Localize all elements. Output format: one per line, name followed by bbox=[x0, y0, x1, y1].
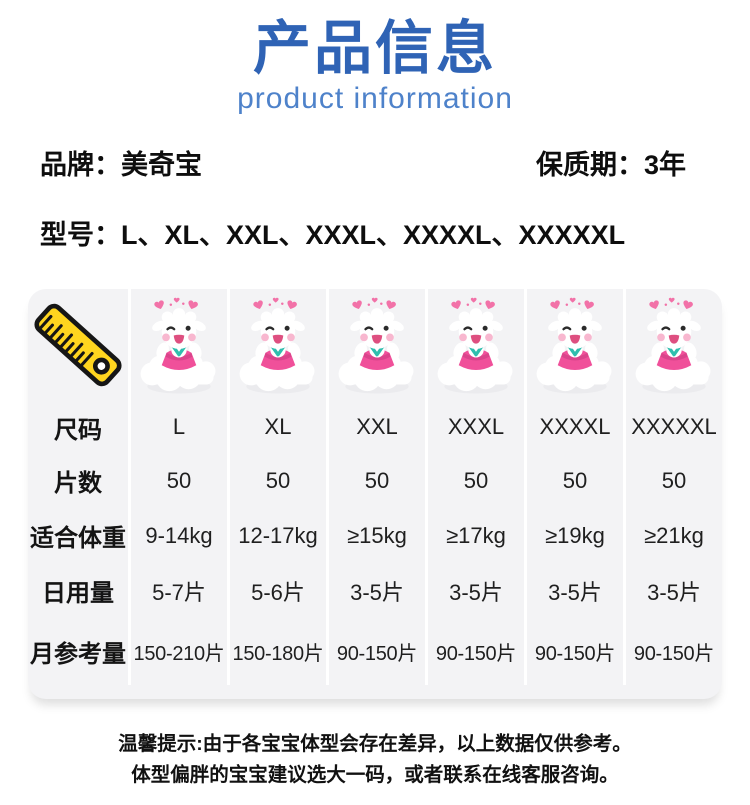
model-line: 型号：L、XL、XXL、XXXL、XXXXL、XXXXXL bbox=[40, 213, 710, 252]
weight-value: ≥17kg bbox=[446, 522, 506, 548]
weight-value: ≥15kg bbox=[347, 522, 407, 548]
row-label-daily: 日用量 bbox=[42, 580, 114, 607]
size-value: XXL bbox=[356, 414, 398, 439]
lamb-on-cloud-image bbox=[626, 289, 722, 401]
pieces-value: 50 bbox=[166, 467, 192, 493]
weight-value: ≥19kg bbox=[545, 522, 605, 548]
pieces-value: 50 bbox=[364, 467, 390, 493]
model-label: 型号： bbox=[40, 220, 121, 250]
spec-column-xl: XL 50 12-17kg 5-6片 150-180片 bbox=[227, 289, 326, 685]
note-line1-text: 由于各宝宝体型会存在差异，以上数据仅供参考。 bbox=[202, 733, 632, 755]
product-info-section: 品牌：美奇宝 保质期：3年 型号：L、XL、XXL、XXXL、XXXXL、XXX… bbox=[0, 143, 750, 252]
lamb-on-cloud-image bbox=[428, 289, 524, 401]
weight-value: ≥21kg bbox=[644, 522, 704, 548]
monthly-value: 150-210片 bbox=[133, 643, 225, 665]
page-title: 产品信息 bbox=[252, 16, 497, 81]
pieces-value: 50 bbox=[463, 467, 489, 493]
monthly-value: 90-150片 bbox=[336, 643, 418, 665]
page-header: 产品信息 product information bbox=[0, 0, 750, 116]
pieces-value: 50 bbox=[562, 467, 588, 493]
daily-value: 3-5片 bbox=[350, 579, 404, 605]
daily-value: 5-7片 bbox=[152, 579, 206, 605]
monthly-value: 90-150片 bbox=[435, 643, 517, 665]
lamb-on-cloud-image bbox=[131, 289, 227, 401]
pieces-value: 50 bbox=[265, 467, 291, 493]
size-value: XXXL bbox=[447, 414, 505, 439]
row-label-pieces: 片数 bbox=[54, 470, 102, 497]
size-spec-table: 尺码 片数 适合体重 日用量 月参考量 L 50 9-14kg 5-7片 150… bbox=[28, 289, 722, 699]
monthly-value: 90-150片 bbox=[633, 643, 715, 665]
daily-value: 3-5片 bbox=[548, 579, 602, 605]
note-line-2: 体型偏胖的宝宝建议选大一码，或者联系在线客服咨询。 bbox=[131, 764, 619, 786]
shelf-life-value: 3年 bbox=[643, 150, 686, 180]
weight-value: 9-14kg bbox=[145, 522, 213, 548]
warm-tip-note: 温馨提示:由于各宝宝体型会存在差异，以上数据仅供参考。 体型偏胖的宝宝建议选大一… bbox=[0, 729, 750, 791]
lamb-on-cloud-image bbox=[329, 289, 425, 401]
size-value: XXXXL bbox=[539, 414, 611, 439]
note-prefix: 温馨提示: bbox=[118, 733, 203, 755]
shelf-life-line: 保质期：3年 bbox=[536, 143, 686, 182]
brand-value: 美奇宝 bbox=[121, 150, 202, 180]
brand-line: 品牌：美奇宝 bbox=[40, 143, 202, 182]
monthly-value: 150-180片 bbox=[232, 643, 324, 665]
weight-value: 12-17kg bbox=[238, 522, 318, 548]
row-label-size: 尺码 bbox=[54, 416, 102, 444]
spec-column-l: L 50 9-14kg 5-7片 150-210片 bbox=[128, 289, 227, 685]
shelf-life-label: 保质期： bbox=[535, 150, 644, 180]
spec-column-xxxxxl: XXXXXL 50 ≥21kg 3-5片 90-150片 bbox=[623, 289, 722, 685]
spec-column-xxxl: XXXL 50 ≥17kg 3-5片 90-150片 bbox=[425, 289, 524, 685]
lamb-on-cloud-image bbox=[230, 289, 326, 401]
size-value: XL bbox=[264, 414, 292, 439]
size-value: L bbox=[172, 414, 186, 439]
model-value: L、XL、XXL、XXXL、XXXXL、XXXXXL bbox=[121, 220, 626, 250]
daily-value: 3-5片 bbox=[647, 579, 701, 605]
ruler-icon bbox=[28, 289, 128, 401]
page-subtitle: product information bbox=[237, 82, 513, 115]
row-label-weight: 适合体重 bbox=[30, 525, 126, 552]
note-line-1: 温馨提示:由于各宝宝体型会存在差异，以上数据仅供参考。 bbox=[0, 729, 750, 760]
daily-value: 3-5片 bbox=[449, 579, 503, 605]
table-label-column: 尺码 片数 适合体重 日用量 月参考量 bbox=[28, 289, 128, 685]
spec-column-xxl: XXL 50 ≥15kg 3-5片 90-150片 bbox=[326, 289, 425, 685]
monthly-value: 90-150片 bbox=[534, 643, 616, 665]
brand-shelf-row: 品牌：美奇宝 保质期：3年 bbox=[40, 143, 710, 182]
size-value: XXXXXL bbox=[631, 414, 717, 439]
daily-value: 5-6片 bbox=[251, 579, 305, 605]
pieces-value: 50 bbox=[661, 467, 687, 493]
brand-label: 品牌： bbox=[40, 150, 121, 180]
spec-column-xxxxl: XXXXL 50 ≥19kg 3-5片 90-150片 bbox=[524, 289, 623, 685]
row-label-monthly: 月参考量 bbox=[30, 641, 126, 668]
lamb-on-cloud-image bbox=[527, 289, 623, 401]
